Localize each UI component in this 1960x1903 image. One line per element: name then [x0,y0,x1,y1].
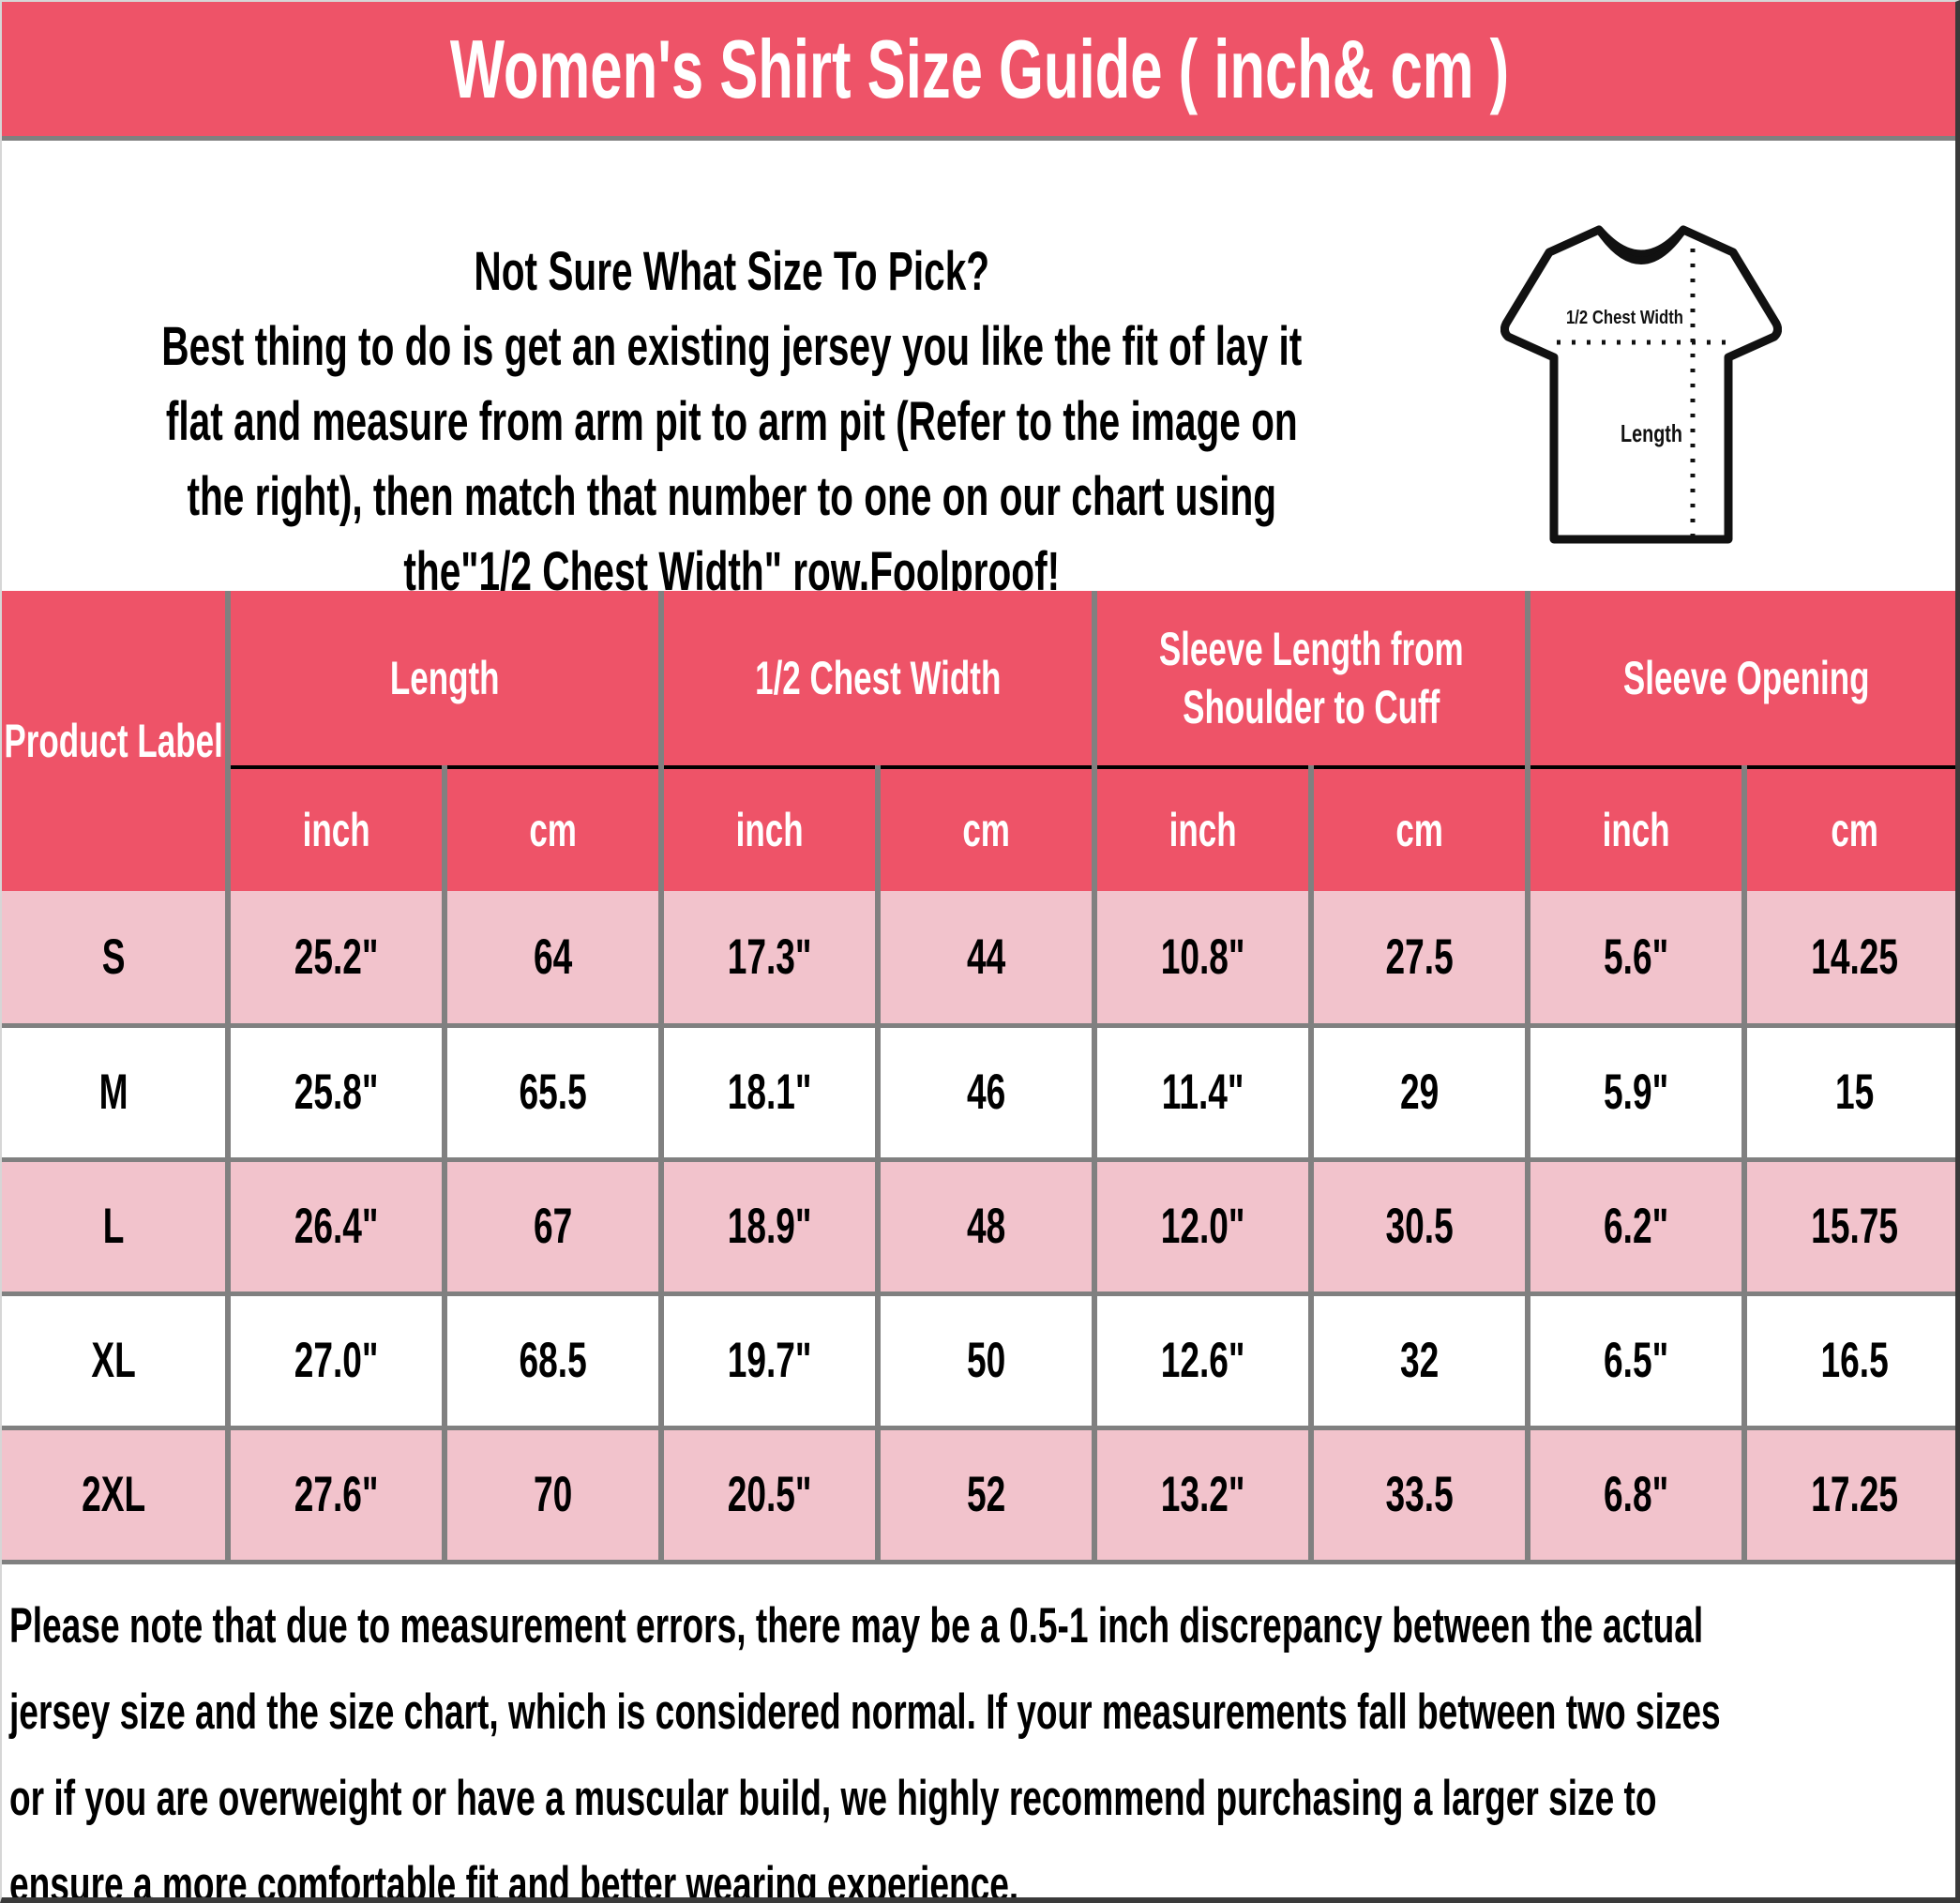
table-row-size-l: L 26.4" 67 18.9" 48 12.0" 30.5 6.2" 15.7… [2,1156,1955,1293]
intro-heading: Not Sure What Size To Pick? [474,241,990,302]
column-group-sleeve-length: Sleeve Length from Shoulder to Cuff [1092,591,1531,769]
footer-note-section: Please note that due to measurement erro… [9,1583,1954,1903]
measurement-cell: 16.5 [1741,1291,1955,1427]
measurement-cell: 10.8" [1092,891,1315,1025]
footer-note: Please note that due to measurement erro… [9,1598,1721,1903]
measurement-cell: 5.6" [1525,891,1748,1025]
measurement-cell: 32 [1308,1291,1531,1427]
unit-header-length-inch: inch [228,767,447,891]
measurement-cell: 65.5 [441,1022,665,1159]
measurement-cell: 14.25 [1741,891,1955,1025]
page-title: Women's Shirt Size Guide ( inch& cm ) [449,23,1510,115]
unit-header-chest-inch: inch [658,767,882,891]
measurement-cell: 17.3" [658,891,882,1025]
size-table: Product Label Length 1/2 Chest Width Sle… [2,591,1955,1564]
measurement-cell: 18.1" [658,1022,882,1159]
measurement-cell: 27.5 [1308,891,1531,1025]
unit-header-sleeve-length-inch: inch [1092,767,1315,891]
title-banner: Women's Shirt Size Guide ( inch& cm ) [2,2,1955,141]
measurement-cell: 48 [875,1156,1098,1293]
measurement-cell: 5.9" [1525,1022,1748,1159]
measurement-cell: 12.0" [1092,1156,1315,1293]
measurement-cell: 19.7" [658,1291,882,1427]
chest-width-label: 1/2 Chest Width [1566,308,1683,328]
intro-section: Not Sure What Size To Pick? Best thing to… [2,159,1460,685]
size-label-cell: XL [2,1291,231,1427]
measurement-cell: 27.6" [225,1425,447,1564]
measurement-cell: 25.2" [225,891,447,1025]
table-row-size-m: M 25.8" 65.5 18.1" 46 11.4" 29 5.9" 15 [2,1022,1955,1159]
measurement-cell: 64 [441,891,665,1025]
measurement-cell: 13.2" [1092,1425,1315,1564]
measurement-cell: 6.5" [1525,1291,1748,1427]
table-row-size-2xl: 2XL 27.6" 70 20.5" 52 13.2" 33.5 6.8" 17… [2,1425,1955,1564]
column-group-length: Length [224,591,665,769]
measurement-cell: 30.5 [1308,1156,1531,1293]
measurement-cell: 67 [441,1156,665,1293]
tshirt-outline [1500,225,1782,544]
measurement-cell: 52 [875,1425,1098,1564]
measurement-cell: 6.2" [1525,1156,1748,1293]
measurement-cell: 12.6" [1092,1291,1315,1427]
unit-header-sleeve-opening-inch: inch [1525,767,1748,891]
measurement-cell: 50 [875,1291,1098,1427]
unit-header-chest-cm: cm [875,767,1098,891]
table-row-size-s: S 25.2" 64 17.3" 44 10.8" 27.5 5.6" 14.2… [2,891,1955,1025]
measurement-cell: 44 [875,891,1098,1025]
size-label-cell: 2XL [2,1425,231,1564]
size-label-cell: S [2,891,231,1025]
collar-band [1595,227,1687,264]
measurement-cell: 15.75 [1741,1156,1955,1293]
measurement-cell: 46 [875,1022,1098,1159]
unit-header-length-cm: cm [441,767,665,891]
size-label-cell: L [2,1156,231,1293]
measurement-cell: 68.5 [441,1291,665,1427]
size-label-cell: M [2,1022,231,1159]
unit-header-sleeve-length-cm: cm [1308,767,1531,891]
tshirt-measure-diagram: 1/2 Chest Width Length [1500,225,1782,544]
measurement-cell: 25.8" [225,1022,447,1159]
corner-header-product-label: Product Label [2,591,231,891]
measurement-cell: 27.0" [225,1291,447,1427]
measurement-cell: 29 [1308,1022,1531,1159]
intro-body: Best thing to do is get an existing jers… [161,316,1303,602]
measurement-cell: 17.25 [1741,1425,1955,1564]
column-group-sleeve-opening: Sleeve Opening [1525,591,1955,769]
measurement-cell: 15 [1741,1022,1955,1159]
measurement-cell: 70 [441,1425,665,1564]
length-label: Length [1621,419,1682,447]
measurement-cell: 26.4" [225,1156,447,1293]
measurement-cell: 11.4" [1092,1022,1315,1159]
measurement-cell: 18.9" [658,1156,882,1293]
measurement-cell: 20.5" [658,1425,882,1564]
unit-header-sleeve-opening-cm: cm [1741,767,1955,891]
table-row-size-xl: XL 27.0" 68.5 19.7" 50 12.6" 32 6.5" 16.… [2,1291,1955,1427]
measurement-cell: 6.8" [1525,1425,1748,1564]
column-group-chest-width: 1/2 Chest Width [658,591,1098,769]
measurement-cell: 33.5 [1308,1425,1531,1564]
